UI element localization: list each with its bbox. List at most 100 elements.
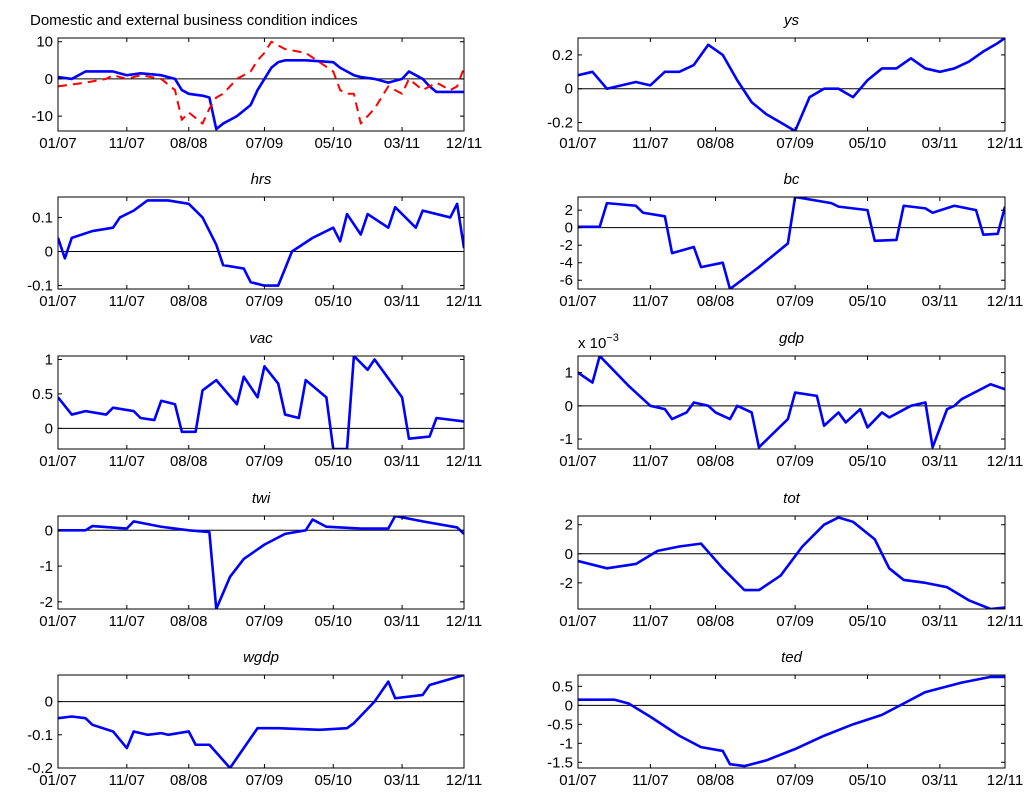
data-line bbox=[58, 40, 464, 125]
y-tick-label: -4 bbox=[560, 255, 573, 272]
axis-multiplier: x 10−3 bbox=[578, 332, 619, 352]
x-tick-label: 01/07 bbox=[39, 135, 77, 152]
axes-box bbox=[577, 196, 1006, 290]
x-tick-label: 11/07 bbox=[632, 293, 668, 310]
y-tick-label: -6 bbox=[560, 272, 573, 289]
x-tick-label: 05/10 bbox=[849, 293, 887, 310]
panel: tot -2 0 2 01/07 11/07 08/08 07/09 05/10 03/11 12/… bbox=[559, 490, 1023, 630]
plot-area bbox=[58, 356, 464, 449]
y-tick-label: 0.1 bbox=[32, 209, 53, 226]
axes-box bbox=[577, 674, 1006, 769]
x-tick-label: 01/07 bbox=[559, 453, 597, 470]
chart-title: Domestic and external business condition… bbox=[30, 12, 358, 29]
x-tick-label: 03/11 bbox=[922, 613, 958, 630]
x-tick-label: 08/08 bbox=[697, 135, 735, 152]
x-tick-label: 03/11 bbox=[384, 135, 420, 152]
x-tick-label: 01/07 bbox=[39, 453, 77, 470]
y-tick-label: 0.2 bbox=[552, 47, 573, 64]
panel-title: hrs bbox=[251, 171, 272, 188]
y-tick-label: -2 bbox=[560, 575, 573, 592]
x-tick-label: 07/09 bbox=[776, 453, 814, 470]
y-tick-label: 2 bbox=[565, 517, 573, 534]
x-tick-label: 11/07 bbox=[632, 135, 668, 152]
panel: wgdp -0.2 -0.1 0 01/07 11/07 08/08 07/09 05/10 03… bbox=[27, 649, 482, 789]
y-tick-label: -1 bbox=[560, 735, 573, 752]
panel-title: twi bbox=[252, 490, 271, 507]
x-tick-label: 01/07 bbox=[559, 135, 597, 152]
panel: hrs -0.1 0 0.1 01/07 11/07 08/08 07/09 05/10 03/1… bbox=[27, 171, 482, 310]
panel-title: wgdp bbox=[243, 649, 279, 666]
x-tick-label: 05/10 bbox=[849, 772, 887, 789]
x-tick-label: 12/11 bbox=[446, 772, 482, 789]
x-tick-label: 08/08 bbox=[170, 613, 208, 630]
panel: ted -1.5 -1 -0.5 0 0.5 01/07 11/07 08/08 07/09 05/… bbox=[547, 649, 1023, 789]
panel: twi -2 -1 0 01/07 11/07 08/08 07/09 05/10 03/11 12… bbox=[39, 490, 482, 630]
x-tick-label: 05/10 bbox=[849, 613, 887, 630]
y-tick-label: -1.5 bbox=[547, 754, 573, 771]
x-tick-label: 12/11 bbox=[446, 453, 482, 470]
x-tick-label: 07/09 bbox=[246, 772, 284, 789]
x-tick-label: 05/10 bbox=[849, 135, 887, 152]
data-line bbox=[58, 59, 464, 131]
y-tick-label: 0 bbox=[45, 694, 53, 711]
panel: gdp x 10−3 -1 0 1 01/07 11/07 08/08 07/09 05/10 03… bbox=[559, 330, 1023, 470]
y-tick-label: 1 bbox=[45, 351, 53, 368]
x-tick-label: 08/08 bbox=[170, 135, 208, 152]
x-tick-label: 07/09 bbox=[246, 613, 284, 630]
x-tick-label: 12/11 bbox=[987, 453, 1023, 470]
data-line bbox=[578, 516, 1005, 609]
x-tick-label: 03/11 bbox=[384, 772, 420, 789]
data-line bbox=[578, 675, 1005, 768]
x-tick-label: 07/09 bbox=[246, 453, 284, 470]
y-tick-label: 0.5 bbox=[32, 386, 53, 403]
y-tick-label: -1 bbox=[560, 431, 573, 448]
panel-title: vac bbox=[249, 330, 273, 347]
plot-area bbox=[58, 197, 464, 289]
y-tick-label: 0 bbox=[565, 546, 573, 563]
x-tick-label: 05/10 bbox=[314, 293, 352, 310]
plot-area bbox=[58, 675, 464, 768]
x-tick-label: 07/09 bbox=[776, 772, 814, 789]
x-tick-label: 01/07 bbox=[559, 613, 597, 630]
multiplier-base: x 10 bbox=[578, 335, 606, 352]
y-tick-label: 0 bbox=[45, 522, 53, 539]
axes-box bbox=[57, 196, 465, 290]
x-tick-label: 12/11 bbox=[446, 613, 482, 630]
y-tick-label: 1 bbox=[565, 365, 573, 382]
x-tick-label: 11/07 bbox=[109, 613, 145, 630]
x-tick-label: 12/11 bbox=[987, 293, 1023, 310]
x-tick-label: 08/08 bbox=[170, 772, 208, 789]
x-tick-label: 11/07 bbox=[632, 772, 668, 789]
x-tick-label: 08/08 bbox=[697, 453, 735, 470]
x-tick-label: 05/10 bbox=[314, 613, 352, 630]
y-tick-label: -2 bbox=[40, 594, 53, 611]
y-tick-label: 0 bbox=[45, 420, 53, 437]
x-tick-label: 12/11 bbox=[987, 613, 1023, 630]
x-tick-label: 12/11 bbox=[446, 293, 482, 310]
x-tick-label: 03/11 bbox=[922, 293, 958, 310]
panel-title: ted bbox=[781, 649, 803, 666]
x-tick-label: 03/11 bbox=[384, 453, 420, 470]
x-tick-label: 05/10 bbox=[314, 772, 352, 789]
x-tick-label: 08/08 bbox=[697, 613, 735, 630]
data-line bbox=[578, 38, 1005, 131]
panel-title: gdp bbox=[779, 330, 804, 347]
x-tick-label: 11/07 bbox=[109, 293, 145, 310]
x-tick-label: 07/09 bbox=[246, 135, 284, 152]
x-tick-label: 05/10 bbox=[314, 453, 352, 470]
x-tick-label: 05/10 bbox=[314, 135, 352, 152]
data-line bbox=[578, 197, 1005, 289]
y-tick-label: 2 bbox=[565, 202, 573, 219]
x-tick-label: 08/08 bbox=[697, 293, 735, 310]
x-tick-label: 01/07 bbox=[559, 293, 597, 310]
y-tick-label: -0.2 bbox=[547, 115, 573, 132]
panel: vac 0 0.5 1 01/07 11/07 08/08 07/09 05/10 03/11 12… bbox=[32, 330, 482, 470]
y-tick-label: -1 bbox=[40, 558, 53, 575]
y-tick-label: 0.5 bbox=[552, 678, 573, 695]
x-tick-label: 11/07 bbox=[632, 613, 668, 630]
y-tick-label: -2 bbox=[560, 237, 573, 254]
x-tick-label: 07/09 bbox=[246, 293, 284, 310]
y-tick-label: 0 bbox=[45, 71, 53, 88]
